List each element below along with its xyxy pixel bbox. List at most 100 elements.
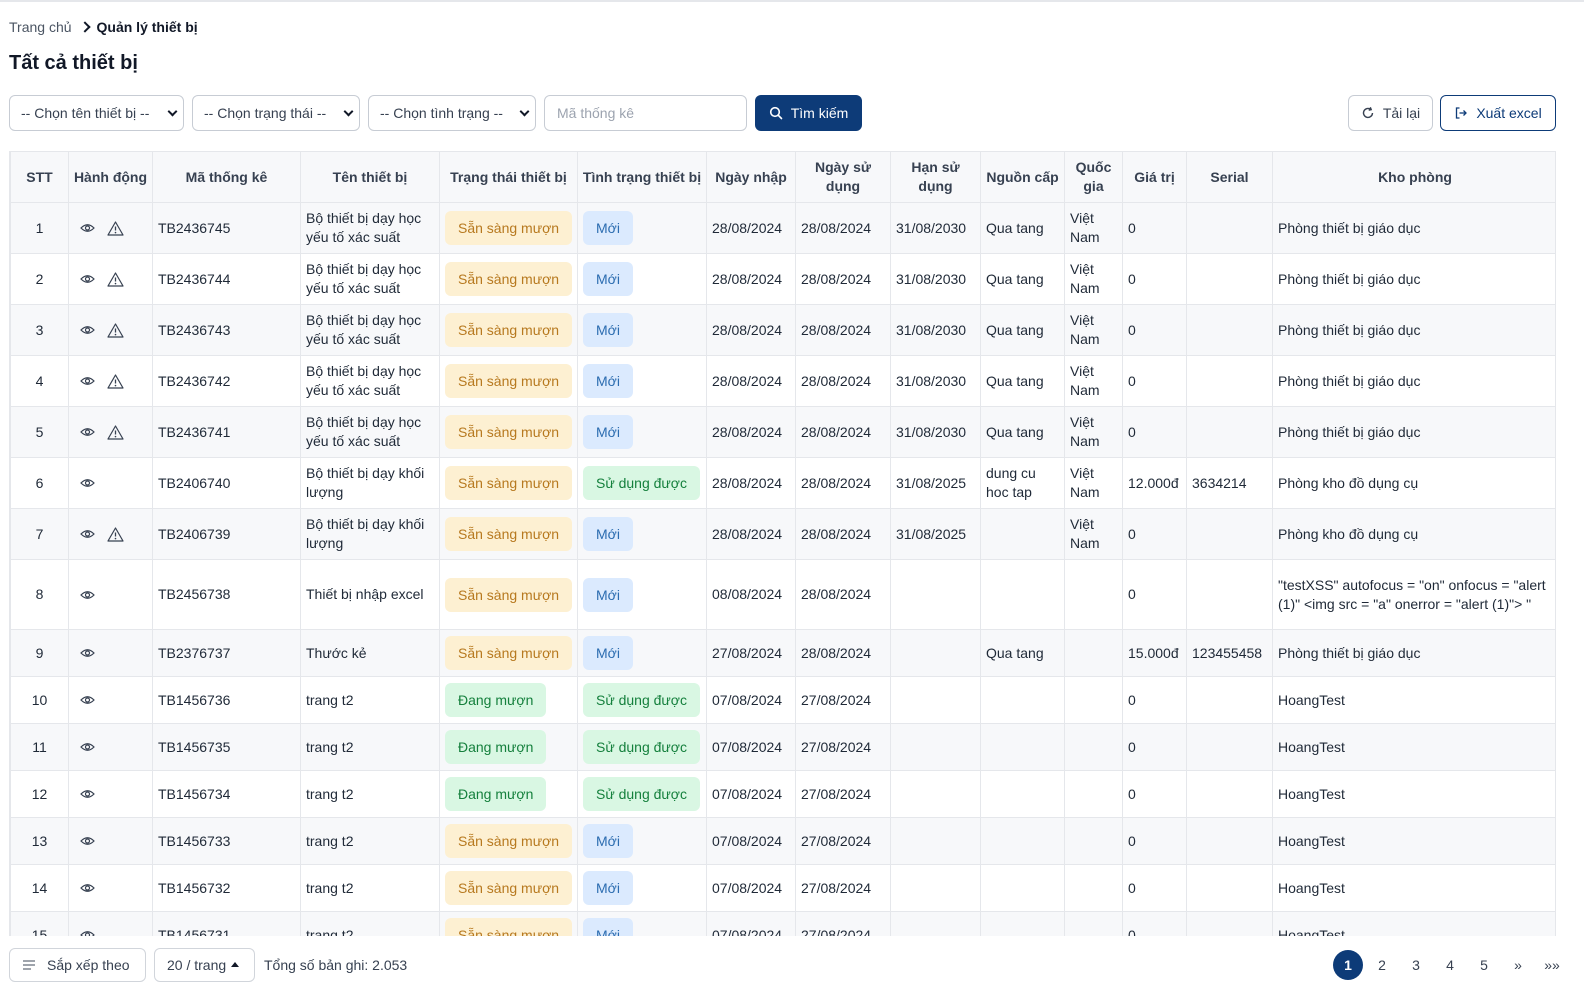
warning-icon[interactable] — [107, 424, 124, 440]
row-serial — [1186, 723, 1273, 771]
row-import-date: 28/08/2024 — [706, 457, 796, 509]
row-condition-cell: Mới — [577, 559, 707, 630]
row-code: TB2436744 — [152, 253, 301, 305]
last-page-button[interactable]: »» — [1544, 957, 1560, 973]
warning-icon[interactable] — [107, 271, 124, 287]
search-button[interactable]: Tìm kiếm — [755, 95, 862, 131]
table-row: 8 TB2456738 Thiết bị nhập excel Sẵn sàng mư… — [10, 559, 1555, 630]
condition-badge: Sử dụng được — [583, 466, 700, 500]
next-page-button[interactable]: » — [1514, 957, 1522, 973]
eye-icon[interactable] — [80, 375, 95, 387]
row-import-date: 27/08/2024 — [706, 629, 796, 677]
breadcrumb: Trang chủ Quản lý thiết bị — [9, 17, 198, 37]
row-import-date: 28/08/2024 — [706, 355, 796, 407]
page-1-button[interactable]: 1 — [1333, 950, 1363, 980]
row-actions — [68, 676, 153, 724]
col-header[interactable]: Hành động — [68, 151, 153, 203]
col-header[interactable]: Ngày nhập — [706, 151, 796, 203]
table-row: 11 TB1456735 trang t2 Đang mượn Sử dụng được… — [10, 723, 1555, 771]
col-header[interactable]: Tình trạng thiết bị — [577, 151, 707, 203]
actions-group — [74, 322, 147, 338]
row-condition-cell: Sử dụng được — [577, 770, 707, 818]
breadcrumb-home[interactable]: Trang chủ — [9, 19, 72, 35]
chevron-right-icon — [78, 21, 91, 33]
page-size-select[interactable]: 20 / trang — [154, 948, 255, 982]
table-row: 13 TB1456733 trang t2 Sẵn sàng mượn Mới 07/08… — [10, 817, 1555, 865]
row-source — [980, 864, 1065, 912]
row-value: 0 — [1122, 202, 1187, 254]
row-country: Việt Nam — [1064, 253, 1123, 305]
page-5-button[interactable]: 5 — [1480, 957, 1488, 973]
eye-icon[interactable] — [80, 694, 95, 706]
eye-icon[interactable] — [80, 426, 95, 438]
row-name: Bộ thiết bị dạy học yếu tố xác suất — [300, 406, 440, 458]
eye-icon[interactable] — [80, 647, 95, 659]
warning-icon[interactable] — [107, 373, 124, 389]
col-header[interactable]: Quốc gia — [1064, 151, 1123, 203]
row-name: trang t2 — [300, 770, 440, 818]
eye-icon[interactable] — [80, 929, 95, 936]
refresh-icon — [1362, 106, 1374, 119]
actions-group — [74, 929, 147, 936]
row-country — [1064, 817, 1123, 865]
warning-icon[interactable] — [107, 526, 124, 542]
row-expiry — [890, 559, 981, 630]
warning-icon[interactable] — [107, 322, 124, 338]
actions-group — [74, 835, 147, 847]
row-name: trang t2 — [300, 723, 440, 771]
status-badge: Sẵn sàng mượn — [445, 364, 573, 398]
actions-group — [74, 220, 147, 236]
code-search-input[interactable] — [544, 95, 747, 131]
eye-icon[interactable] — [80, 273, 95, 285]
export-excel-button[interactable]: Xuất excel — [1440, 95, 1556, 131]
device-name-select[interactable]: -- Chọn tên thiết bị -- — [9, 95, 184, 131]
eye-icon[interactable] — [80, 741, 95, 753]
page-2-button[interactable]: 2 — [1378, 957, 1386, 973]
eye-icon[interactable] — [80, 788, 95, 800]
device-table-container[interactable]: STT Hành động Mã thống kê Tên thiết bị T… — [9, 151, 1556, 936]
row-status-cell: Sẵn sàng mượn — [439, 559, 578, 630]
condition-badge: Mới — [583, 636, 633, 670]
warning-icon[interactable] — [107, 220, 124, 236]
page-4-button[interactable]: 4 — [1446, 957, 1454, 973]
eye-icon[interactable] — [80, 222, 95, 234]
condition-badge: Sử dụng được — [583, 683, 700, 717]
status-select[interactable]: -- Chọn trạng thái -- — [192, 95, 360, 131]
actions-group — [74, 424, 147, 440]
condition-select[interactable]: -- Chọn tình trạng -- — [368, 95, 536, 131]
row-warehouse: HoangTest — [1272, 864, 1555, 912]
row-import-date: 07/08/2024 — [706, 817, 796, 865]
row-code: TB1456734 — [152, 770, 301, 818]
col-header[interactable]: Nguồn cấp — [980, 151, 1065, 203]
col-header[interactable]: Serial — [1186, 151, 1273, 203]
row-country: Việt Nam — [1064, 202, 1123, 254]
eye-icon[interactable] — [80, 589, 95, 601]
table-row: 12 TB1456734 trang t2 Đang mượn Sử dụng được… — [10, 770, 1555, 818]
col-header[interactable]: Kho phòng — [1272, 151, 1555, 203]
row-import-date: 28/08/2024 — [706, 202, 796, 254]
col-header[interactable]: Giá trị — [1122, 151, 1187, 203]
row-serial: 123455458 — [1186, 629, 1273, 677]
eye-icon[interactable] — [80, 882, 95, 894]
row-use-date: 28/08/2024 — [795, 457, 891, 509]
col-header[interactable]: Mã thống kê — [152, 151, 301, 203]
eye-icon[interactable] — [80, 324, 95, 336]
col-header[interactable]: Hạn sử dụng — [890, 151, 981, 203]
row-source — [980, 508, 1065, 560]
row-import-date: 28/08/2024 — [706, 406, 796, 458]
status-badge: Sẵn sàng mượn — [445, 466, 573, 500]
col-header[interactable]: STT — [10, 151, 69, 203]
eye-icon[interactable] — [80, 528, 95, 540]
row-source: Qua tang — [980, 304, 1065, 356]
page-3-button[interactable]: 3 — [1412, 957, 1420, 973]
eye-icon[interactable] — [80, 477, 95, 489]
col-header[interactable]: Tên thiết bị — [300, 151, 440, 203]
eye-icon[interactable] — [80, 835, 95, 847]
reload-button[interactable]: Tải lại — [1348, 95, 1433, 131]
row-use-date: 28/08/2024 — [795, 559, 891, 630]
row-name: Bộ thiết bị dạy học yếu tố xác suất — [300, 253, 440, 305]
sort-button[interactable]: Sắp xếp theo — [9, 948, 146, 982]
table-row: 1 TB2436745 Bộ thiết bị dạy học yếu tố xác… — [10, 202, 1555, 254]
col-header[interactable]: Trạng thái thiết bị — [439, 151, 578, 203]
col-header[interactable]: Ngày sử dụng — [795, 151, 891, 203]
